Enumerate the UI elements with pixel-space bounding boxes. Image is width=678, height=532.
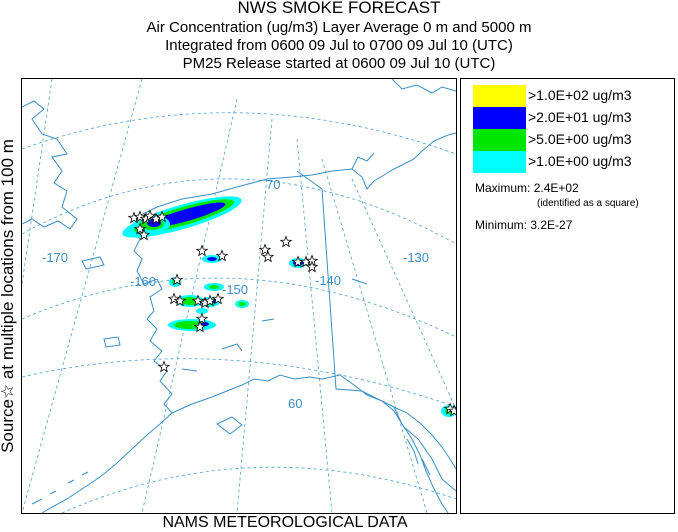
kodiak-island <box>216 416 243 435</box>
lon-label-130: -130 <box>403 250 429 265</box>
lon-label-160: -160 <box>130 274 156 289</box>
meridian-m140 <box>296 138 333 514</box>
maximum-value: 2.4E+02 <box>533 181 579 195</box>
source-star-icon <box>215 249 229 262</box>
minimum-label: Minimum: <box>475 218 528 232</box>
meridian-m120 <box>351 178 457 410</box>
legend-swatch-20 <box>473 107 526 129</box>
minimum-row: Minimum: 3.2E-27 <box>475 218 572 232</box>
nunivak-island <box>103 336 121 348</box>
panhandle-islands <box>406 438 431 476</box>
maximum-row: Maximum: 2.4E+02 <box>475 181 579 195</box>
forecast-title: NWS SMOKE FORECAST <box>237 0 441 17</box>
canada-arctic-coast <box>351 78 457 170</box>
source-star-icon <box>157 360 171 373</box>
source-star-icon <box>137 228 151 241</box>
source-star-icon <box>155 210 169 223</box>
lat-label-70: 70 <box>266 177 280 192</box>
panhandle-coast <box>393 406 449 514</box>
source-star-icon <box>305 260 319 273</box>
source-star-icon <box>258 243 272 256</box>
coastlines <box>21 78 457 514</box>
map-canvas: -170 -160 -150 -140 -130 70 60 <box>21 78 461 514</box>
source-side-label-container: Source☆ at multiple locations from 100 m <box>0 80 19 512</box>
legend-label-1: >1.0E+00 ug/m3 <box>528 153 632 169</box>
legend-swatch-5 <box>473 129 526 151</box>
legend-swatch-1 <box>473 151 526 173</box>
lon-label-170: -170 <box>42 250 68 265</box>
source-star-icon <box>203 294 217 307</box>
lat-label-60: 60 <box>288 396 302 411</box>
integration-period: Integrated from 0600 09 Jul to 0700 09 J… <box>165 37 513 54</box>
legend-label-20: >2.0E+01 ug/m3 <box>528 109 632 125</box>
graticule-labels: -170 -160 -150 -140 -130 70 60 <box>42 177 429 411</box>
legend-panel: >1.0E+02 ug/m3 >2.0E+01 ug/m3 >5.0E+00 u… <box>460 78 675 514</box>
parallel-60 <box>21 358 457 408</box>
source-stars <box>127 209 461 417</box>
legend-swatch-100 <box>473 85 526 107</box>
graticule <box>21 78 457 514</box>
alaska-canada-border <box>296 170 457 492</box>
source-side-label: Source☆ at multiple locations from 100 m <box>0 139 17 453</box>
lon-label-140: -140 <box>315 273 341 288</box>
south-coast <box>171 374 457 470</box>
parallel-65 <box>21 277 457 338</box>
source-star-icon <box>193 320 207 333</box>
source-star-icon <box>279 235 293 248</box>
source-star-icon <box>173 294 187 307</box>
minimum-value: 3.2E-27 <box>530 218 573 232</box>
source-star-icon <box>211 292 225 305</box>
parallel-75 <box>21 112 457 155</box>
source-star-icon <box>143 209 157 222</box>
legend-label-5: >5.0E+00 ug/m3 <box>528 131 632 147</box>
source-star-icon <box>195 244 209 257</box>
meridian-m130 <box>321 158 428 514</box>
meridian-m180 <box>21 78 53 285</box>
concentration-subtitle: Air Concentration (ug/m3) Layer Average … <box>146 19 532 36</box>
parallel-55 <box>61 466 457 514</box>
release-start: PM25 Release started at 0600 09 Jul 10 (… <box>182 55 496 72</box>
arctic-coast <box>136 132 457 218</box>
data-source-footer: NAMS METEOROLOGICAL DATA <box>162 514 408 531</box>
source-star-icon <box>133 222 147 235</box>
west-coast <box>41 216 173 514</box>
legend-label-100: >1.0E+02 ug/m3 <box>528 87 632 103</box>
source-star-icon <box>170 273 184 286</box>
source-star-icon <box>133 210 147 223</box>
smoke-plumes <box>122 196 457 417</box>
parallel-70 <box>21 178 457 245</box>
aleutian-islands <box>31 471 89 505</box>
lon-label-150: -150 <box>222 282 248 297</box>
smoke-map[interactable]: -170 -160 -150 -140 -130 70 60 <box>21 78 461 514</box>
st-lawrence-island <box>81 256 105 270</box>
maximum-label: Maximum: <box>475 181 531 195</box>
source-star-icon <box>191 294 205 307</box>
maximum-note: (identified as a square) <box>537 198 639 209</box>
source-star-icon <box>195 312 209 325</box>
meridian-m170 <box>21 78 143 514</box>
lakes <box>181 278 368 372</box>
source-star-icon <box>261 250 275 263</box>
russia-coast <box>21 100 78 230</box>
source-star-icon <box>167 292 181 305</box>
